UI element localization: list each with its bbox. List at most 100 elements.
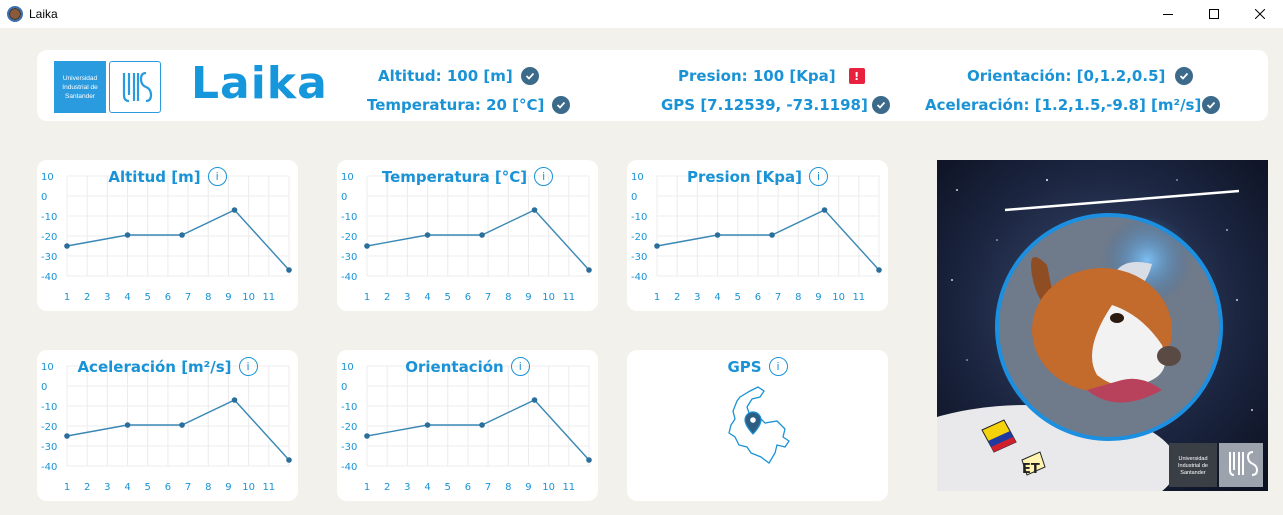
stat-presion-label: Presion: 100 [Kpa] <box>678 67 836 85</box>
y-tick-label: 0 <box>341 192 347 203</box>
data-point <box>231 397 238 403</box>
chart-temperatura: 10 0 -10 -20 -30 -40 1 2 3 4 5 6 7 8 9 10 11 <box>341 172 592 303</box>
data-point <box>364 243 370 249</box>
x-tick-label: 2 <box>384 482 390 493</box>
chart-orientacion: 10 0 -10 -20 -30 -40 1 2 3 4 5 6 7 8 9 10 11 <box>341 362 592 493</box>
x-tick-label: 7 <box>185 292 191 303</box>
x-tick-label: 4 <box>124 482 130 493</box>
y-tick-label: 10 <box>41 362 54 373</box>
series-line <box>66 399 290 461</box>
y-tick-label: -10 <box>631 212 647 223</box>
y-tick-label: 10 <box>631 172 644 183</box>
data-point <box>586 267 592 273</box>
minimize-icon <box>1163 14 1173 15</box>
chart-card-presion: 10 0 -10 -20 -30 -40 1 2 3 4 5 6 7 8 9 10 11 Presion [Kp… <box>627 160 888 311</box>
stat-gps-label: GPS [7.12539, -73.1198] <box>661 96 868 114</box>
map-pin-icon[interactable] <box>744 411 762 435</box>
info-icon[interactable]: i <box>207 167 227 186</box>
y-tick-label: -40 <box>631 272 647 283</box>
chart-title: Orientación <box>405 357 504 376</box>
x-tick-label: 1 <box>64 292 70 303</box>
x-tick-label: 10 <box>542 482 555 493</box>
minimize-button[interactable] <box>1145 0 1191 28</box>
x-tick-label: 8 <box>505 292 511 303</box>
chart-title: Presion [Kpa] <box>686 167 803 186</box>
y-tick-label: -10 <box>41 212 57 223</box>
y-tick-label: -20 <box>341 422 357 433</box>
close-icon <box>1255 9 1265 19</box>
gps-title: GPS <box>727 357 762 376</box>
info-icon[interactable]: i <box>534 167 554 186</box>
x-tick-label: 6 <box>165 292 171 303</box>
y-tick-label: 0 <box>41 192 47 203</box>
dog-head <box>1031 257 1181 403</box>
y-tick-label: -30 <box>41 442 57 453</box>
x-tick-label: 9 <box>225 482 231 493</box>
data-point <box>64 243 70 249</box>
data-point <box>586 457 592 463</box>
x-tick-label: 11 <box>262 292 275 303</box>
y-tick-label: -40 <box>341 272 357 283</box>
data-point <box>876 267 882 273</box>
data-point <box>124 422 131 428</box>
x-tick-label: 5 <box>145 292 151 303</box>
x-tick-label: 11 <box>562 482 575 493</box>
x-tick-label: 3 <box>404 482 410 493</box>
x-tick-label: 10 <box>242 292 255 303</box>
y-tick-label: -30 <box>341 252 357 263</box>
check-icon <box>1202 96 1221 114</box>
window-title: Laika <box>29 7 58 21</box>
x-tick-label: 2 <box>674 292 680 303</box>
stat-aceleracion: Aceleración: [1.2,1.5,-9.8] [m²/s] <box>925 96 1221 114</box>
x-tick-label: 4 <box>714 292 720 303</box>
stat-orientacion: Orientación: [0,1.2,0.5] <box>967 67 1194 85</box>
data-point <box>714 232 721 238</box>
photo-badge-text: Universidad Industrial de Santander <box>1178 456 1208 476</box>
y-tick-label: 10 <box>341 172 354 183</box>
y-tick-label: -40 <box>41 272 57 283</box>
x-tick-label: 10 <box>832 292 845 303</box>
x-tick-label: 5 <box>145 482 151 493</box>
y-tick-label: -40 <box>41 462 57 473</box>
info-icon[interactable]: i <box>510 357 530 376</box>
data-point <box>231 207 238 213</box>
data-point <box>364 433 370 439</box>
maximize-button[interactable] <box>1191 0 1237 28</box>
y-tick-label: -30 <box>341 442 357 453</box>
check-icon <box>871 96 890 114</box>
helmet-rim <box>995 213 1223 441</box>
x-tick-label: 5 <box>445 292 451 303</box>
x-tick-label: 3 <box>694 292 700 303</box>
stat-altitud: Altitud: 100 [m] <box>378 67 539 85</box>
close-button[interactable] <box>1237 0 1283 28</box>
x-tick-label: 9 <box>225 292 231 303</box>
stat-orientacion-label: Orientación: [0,1.2,0.5] <box>967 67 1166 85</box>
x-tick-label: 1 <box>64 482 70 493</box>
y-tick-label: 0 <box>41 382 47 393</box>
x-tick-label: 7 <box>185 482 191 493</box>
y-tick-label: -30 <box>631 252 647 263</box>
info-icon[interactable]: i <box>809 167 829 186</box>
data-point <box>769 232 775 238</box>
x-tick-label: 9 <box>815 292 821 303</box>
y-tick-label: -30 <box>41 252 57 263</box>
x-tick-label: 3 <box>104 292 110 303</box>
chart-card-temperatura: 10 0 -10 -20 -30 -40 1 2 3 4 5 6 7 8 9 10 11 Temperatura… <box>337 160 598 311</box>
x-tick-label: 3 <box>104 482 110 493</box>
data-point <box>654 243 660 249</box>
x-tick-label: 2 <box>84 292 90 303</box>
warning-icon: ! <box>848 68 865 84</box>
y-tick-label: -10 <box>41 402 57 413</box>
x-tick-label: 6 <box>165 482 171 493</box>
y-tick-label: 0 <box>631 192 637 203</box>
chart-altitud: 10 0 -10 -20 -30 -40 1 2 3 4 5 6 7 8 9 10 11 <box>41 172 292 303</box>
x-tick-label: 8 <box>795 292 801 303</box>
x-tick-label: 8 <box>205 292 211 303</box>
chart-presion: 10 0 -10 -20 -30 -40 1 2 3 4 5 6 7 8 9 10 11 <box>631 172 882 303</box>
chart-card-aceleracion: 10 0 -10 -20 -30 -40 1 2 3 4 5 6 7 8 9 10 11 Aceleración… <box>37 350 298 501</box>
x-tick-label: 9 <box>525 292 531 303</box>
info-icon[interactable]: i <box>768 357 788 376</box>
info-icon[interactable]: i <box>238 357 258 376</box>
data-point <box>424 232 431 238</box>
y-tick-label: -20 <box>631 232 647 243</box>
